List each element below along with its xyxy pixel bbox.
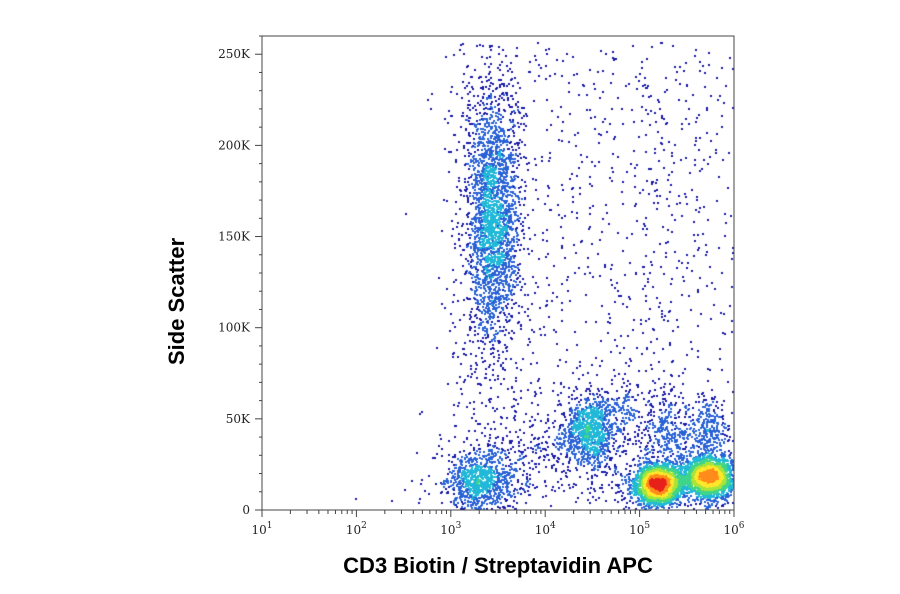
y-tick-label: 200K: [218, 138, 251, 152]
density-dots: [262, 36, 734, 510]
x-tick-label: 102: [346, 521, 367, 537]
y-axis-title: Side Scatter: [164, 237, 189, 365]
plot-area: [262, 36, 734, 510]
x-axis-title: CD3 Biotin / Streptavidin APC: [343, 553, 653, 578]
x-tick-label: 103: [440, 521, 461, 537]
y-tick-label: 150K: [218, 230, 251, 244]
y-tick-label: 250K: [218, 47, 251, 61]
x-tick-label: 104: [535, 521, 556, 537]
y-tick-label: 50K: [226, 412, 251, 426]
y-tick-label: 0: [242, 503, 250, 517]
x-tick-label: 101: [251, 521, 272, 537]
x-tick-label: 106: [723, 521, 744, 537]
y-tick-label: 100K: [218, 321, 251, 335]
x-tick-label: 105: [629, 521, 650, 537]
axes: 0 50K 100K 150K 200K 250K 101 102 103 104 105 106: [218, 35, 745, 537]
